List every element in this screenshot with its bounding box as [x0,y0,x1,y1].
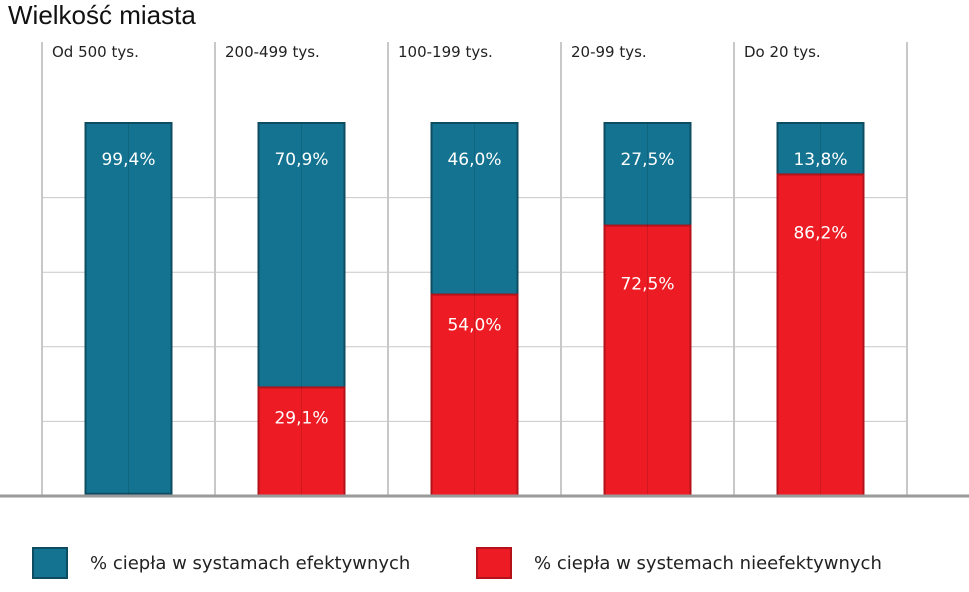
category-label: 200-499 tys. [225,43,320,61]
category-label: Do 20 tys. [744,43,821,61]
data-label-inefficient: 86,2% [793,223,847,243]
legend-swatch-inefficient [476,547,512,579]
bar-efficient [84,122,173,495]
data-label-inefficient: 72,5% [620,275,674,295]
bar-efficient [430,122,519,296]
bar-efficient [257,122,346,389]
category-label: 100-199 tys. [398,43,493,61]
data-label-inefficient: 29,1% [274,408,328,428]
category-label: Od 500 tys. [52,43,139,61]
bar-efficient [776,122,865,176]
legend-item-inefficient: % ciepła w systemach nieefektywnych [476,546,882,580]
legend-item-efficient: % ciepła w systamach efektywnych [32,546,410,580]
legend-label-inefficient: % ciepła w systemach nieefektywnych [534,552,882,574]
legend-swatch-efficient [32,547,68,579]
bar-inefficient [603,224,692,497]
data-label-inefficient: 54,0% [447,316,501,336]
data-label-efficient: 99,4% [101,150,155,170]
data-label-efficient: 46,0% [447,150,501,170]
data-label-efficient: 27,5% [620,150,674,170]
legend-label-efficient: % ciepła w systamach efektywnych [90,552,411,574]
data-label-efficient: 13,8% [793,150,847,170]
bar-inefficient [776,173,865,497]
category-label: 20-99 tys. [571,43,647,61]
bar-inefficient [257,386,346,497]
bar-efficient [603,122,692,227]
data-label-efficient: 70,9% [274,150,328,170]
chart-title: Wielkość miasta [8,0,196,30]
